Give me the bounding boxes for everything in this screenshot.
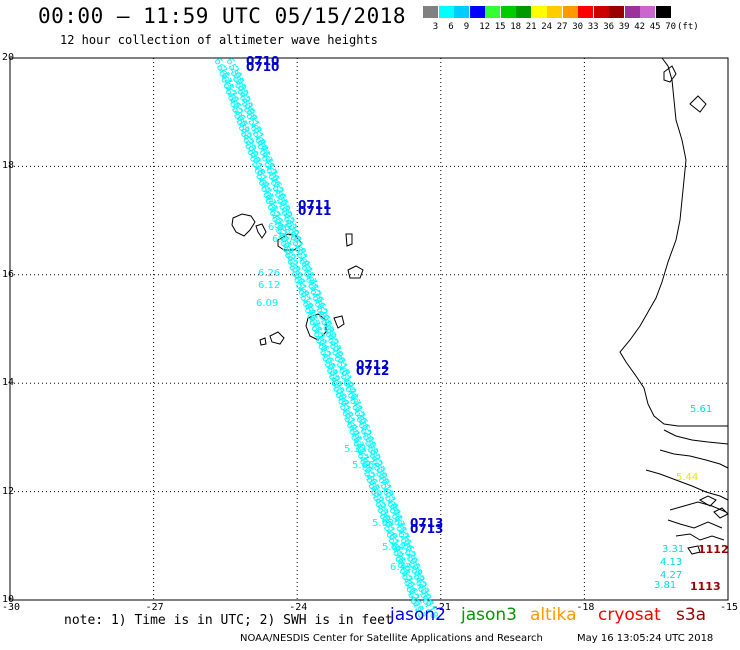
- x-tick-label: -30: [2, 602, 21, 613]
- legend-swatch: [624, 6, 640, 18]
- legend-swatch: [500, 6, 516, 18]
- page-subtitle: 12 hour collection of altimeter wave hei…: [60, 33, 378, 47]
- legend-swatch: [438, 6, 454, 18]
- legend-swatch: [640, 6, 655, 18]
- legend-swatch: [454, 6, 469, 18]
- map-grid: [10, 58, 728, 600]
- track-value: 6.26: [258, 268, 280, 279]
- legend-label: 6: [448, 22, 454, 32]
- legend-label: 15: [494, 22, 506, 32]
- track-value: 6.57: [272, 234, 294, 245]
- island-sal: [345, 233, 353, 247]
- coastal-value: 3.81: [654, 580, 677, 591]
- footer-credit: NOAA/NESDIS Center for Satellite Applica…: [240, 633, 543, 644]
- pass-time-label: 0710: [246, 54, 280, 68]
- island-sao-nicolau: [277, 233, 303, 251]
- legend-swatch: [423, 6, 438, 18]
- x-tick-label: -27: [145, 602, 164, 613]
- legend-label: 70: [665, 22, 677, 32]
- coastal-value: 4.13: [660, 557, 683, 568]
- legend-label: 36: [603, 22, 615, 32]
- track-value: 6.09: [256, 298, 278, 309]
- map-frame: [9, 57, 729, 601]
- track-value: 5.33: [344, 444, 366, 455]
- legend-label: 21: [525, 22, 537, 32]
- satellite-name-jason3: jason3: [461, 605, 517, 625]
- track-value: 6.26: [268, 222, 290, 233]
- coastal-value: 5.44: [676, 472, 699, 483]
- island-brava: [259, 337, 267, 346]
- legend-swatch: [547, 6, 562, 18]
- legend-swatch: [562, 6, 578, 18]
- island-maio: [333, 315, 345, 329]
- legend-swatch: [578, 6, 593, 18]
- x-tick-label: -15: [720, 602, 739, 613]
- x-tick-label: -24: [289, 602, 308, 613]
- legend-label: 30: [572, 22, 584, 32]
- legend-swatch: [531, 6, 547, 18]
- island-santiago: [305, 313, 327, 341]
- legend-swatch: [609, 6, 624, 18]
- pass-time-label: 0712: [356, 364, 390, 378]
- satellite-name-cryosat: cryosat: [598, 605, 661, 625]
- legend-label: 39: [618, 22, 630, 32]
- legend-label: 42: [634, 22, 646, 32]
- legend-label: 24: [541, 22, 553, 32]
- pass-time-label: 0711: [298, 204, 332, 218]
- legend-unit: (ft): [677, 22, 699, 32]
- legend-label: 27: [556, 22, 568, 32]
- coastal-time-label: 1113: [690, 580, 721, 593]
- track-value: 6.41: [390, 562, 412, 573]
- island-santo-antao: [231, 213, 256, 237]
- legend-swatch: [516, 6, 531, 18]
- legend-label: 33: [587, 22, 599, 32]
- legend-label: 45: [649, 22, 661, 32]
- y-tick-label: 18: [2, 160, 15, 172]
- satellite-name-jason2: jason2: [390, 605, 446, 625]
- pass-time-label: 0711: [298, 198, 332, 212]
- legend-swatch: [469, 6, 485, 18]
- pass-time-label: 0712: [356, 358, 390, 372]
- pass-time-label: 0710: [246, 60, 280, 74]
- cape-verde-islands: [231, 213, 364, 346]
- west-africa-coast: [619, 57, 729, 555]
- y-tick-label: 14: [2, 377, 15, 389]
- page-title: 00:00 – 11:59 UTC 05/15/2018: [38, 4, 407, 28]
- legend-label: 9: [463, 22, 470, 32]
- island-fogo: [269, 331, 285, 345]
- legend-label: 18: [510, 22, 522, 32]
- coastal-value: 3.31: [662, 544, 685, 555]
- satellite-name-s3a: s3a: [676, 605, 707, 625]
- satellite-name-altika: altika: [530, 605, 577, 625]
- legend-swatch: [485, 6, 500, 18]
- coastal-value: 5.61: [690, 404, 713, 415]
- color-legend: 3 6 9 12 15 18 21 24 27 30 33 36 39 42 45 70 (ft): [0, 0, 740, 40]
- legend-swatch: [593, 6, 609, 18]
- track-value: 5.93: [372, 518, 394, 529]
- island-sao-vicente: [255, 223, 267, 239]
- x-tick-label: -18: [576, 602, 595, 613]
- track-value: 5.66: [352, 460, 374, 471]
- y-tick-label: 10: [2, 594, 15, 605]
- y-tick-label: 20: [2, 52, 15, 63]
- track-value: 6.12: [258, 280, 280, 291]
- note-text: note: 1) Time is in UTC; 2) SWH is in fe…: [64, 613, 393, 628]
- legend-swatch: [655, 6, 671, 18]
- y-tick-label: 16: [2, 268, 15, 280]
- coastal-time-label: 1112: [698, 543, 729, 556]
- y-tick-label: 12: [2, 485, 15, 497]
- jason-track: 6.716.266.675.956.415.936.575.826.265.82…: [211, 56, 439, 621]
- x-tick-label: -21: [432, 602, 451, 613]
- track-value: 5.84: [382, 542, 404, 553]
- legend-label: 12: [479, 22, 491, 32]
- coastal-value: 4.27: [660, 570, 683, 581]
- legend-label: 3: [432, 22, 439, 32]
- island-boa-vista: [347, 265, 364, 279]
- pass-time-label: 0713: [410, 522, 444, 536]
- pass-time-label: 0713: [410, 516, 444, 530]
- footer-timestamp: May 16 13:05:24 UTC 2018: [577, 633, 714, 644]
